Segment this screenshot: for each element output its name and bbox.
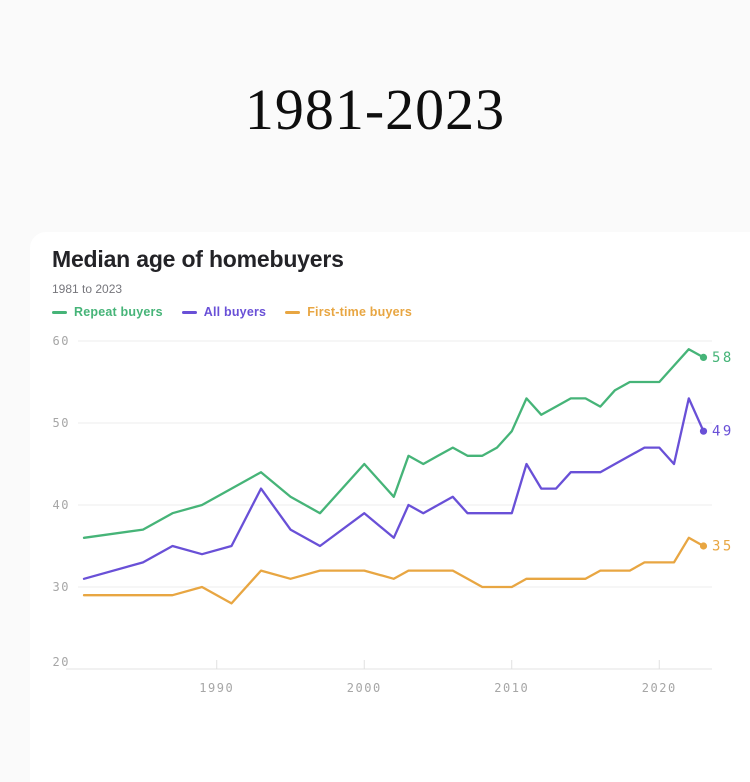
- legend-dash-icon: [181, 310, 197, 314]
- chart-legend: Repeat buyers All buyers First-time buye…: [52, 305, 750, 319]
- chart-title: Median age of homebuyers: [52, 246, 344, 272]
- legend-item-first-time-buyers: First-time buyers: [285, 305, 412, 319]
- legend-label: All buyers: [203, 305, 267, 319]
- page-title: 1981-2023: [244, 77, 506, 142]
- legend-label: First-time buyers: [307, 305, 413, 319]
- legend-item-repeat-buyers: Repeat buyers: [52, 305, 163, 319]
- legend-item-all-buyers: All buyers: [181, 305, 267, 319]
- legend-dash-icon: [52, 310, 67, 314]
- legend-label: Repeat buyers: [74, 305, 163, 319]
- chart-subtitle: 1981 to 2023: [52, 282, 123, 296]
- chart-card: Median age of homebuyers 1981 to 2023 Re…: [30, 232, 750, 782]
- legend-dash-icon: [285, 310, 301, 314]
